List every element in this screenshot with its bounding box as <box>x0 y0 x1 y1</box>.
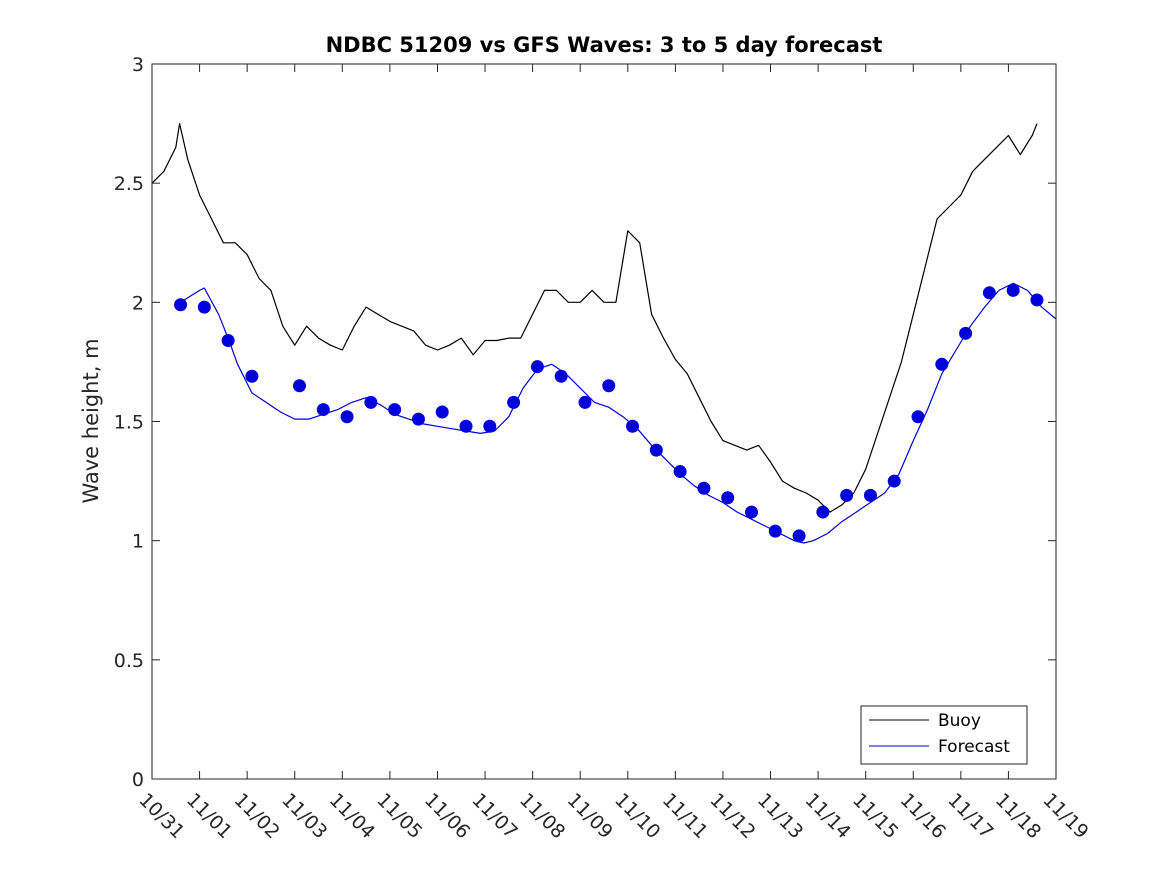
y-tick-label: 0 <box>132 769 144 791</box>
forecast-marker <box>673 465 687 479</box>
legend: Buoy Forecast <box>860 705 1028 765</box>
forecast-marker <box>578 395 592 409</box>
y-axis-label: Wave height, m <box>79 338 103 503</box>
forecast-marker <box>721 491 735 505</box>
y-tick-label: 2.5 <box>114 173 144 195</box>
y-tick-label: 2 <box>132 292 144 314</box>
forecast-marker <box>697 481 711 495</box>
forecast-marker <box>245 369 259 383</box>
forecast-marker <box>602 379 616 393</box>
legend-box <box>860 705 1028 765</box>
forecast-marker <box>221 333 235 347</box>
forecast-marker <box>744 505 758 519</box>
forecast-marker <box>174 298 188 312</box>
forecast-marker <box>292 379 306 393</box>
forecast-marker <box>1030 293 1044 307</box>
y-tick-label: 1 <box>132 531 144 553</box>
forecast-marker <box>887 474 901 488</box>
forecast-marker <box>649 443 663 457</box>
forecast-marker <box>982 286 996 300</box>
y-tick-label: 0.5 <box>114 650 144 672</box>
series-layer <box>151 122 1057 544</box>
forecast-marker <box>1006 283 1020 297</box>
forecast-marker <box>530 360 544 374</box>
series-line-buoy <box>151 122 1038 513</box>
forecast-marker <box>435 405 449 419</box>
y-tick-label: 1.5 <box>114 412 144 434</box>
forecast-marker <box>935 357 949 371</box>
y-tick-label: 3 <box>132 54 144 76</box>
forecast-marker <box>483 419 497 433</box>
forecast-marker <box>911 410 925 424</box>
forecast-marker <box>388 403 402 417</box>
marker-layer <box>174 283 1044 543</box>
series-line-forecast <box>180 282 1057 544</box>
forecast-marker <box>459 419 473 433</box>
forecast-marker <box>364 395 378 409</box>
legend-buoy-label: Buoy <box>938 711 981 731</box>
forecast-marker <box>554 369 568 383</box>
forecast-marker <box>959 326 973 340</box>
forecast-marker <box>863 488 877 502</box>
y-axis: 0 0.5 1 1.5 2 2.5 3 <box>114 54 1056 791</box>
forecast-marker <box>816 505 830 519</box>
chart-title: NDBC 51209 vs GFS Waves: 3 to 5 day fore… <box>326 33 883 57</box>
forecast-marker <box>507 395 521 409</box>
forecast-marker <box>197 300 211 314</box>
forecast-marker <box>792 529 806 543</box>
legend-forecast-label: Forecast <box>938 737 1010 757</box>
plot-area <box>152 64 1056 779</box>
forecast-marker <box>840 488 854 502</box>
forecast-marker <box>411 412 425 426</box>
forecast-marker <box>626 419 640 433</box>
forecast-marker <box>316 403 330 417</box>
forecast-marker <box>768 524 782 538</box>
forecast-marker <box>340 410 354 424</box>
